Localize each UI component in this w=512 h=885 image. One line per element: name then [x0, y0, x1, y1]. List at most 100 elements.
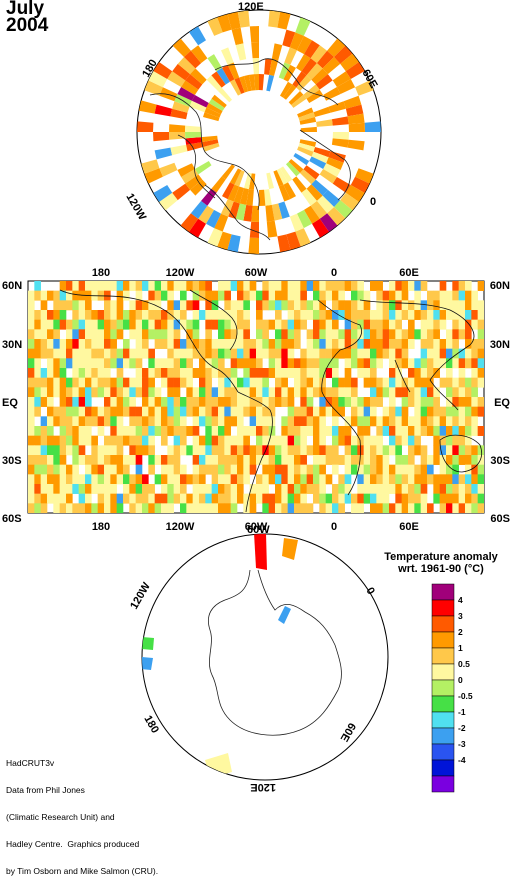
anomaly-cell	[427, 358, 434, 369]
anomaly-cell	[142, 377, 149, 388]
legend-tick-label: 0	[458, 675, 463, 685]
anomaly-cell	[420, 281, 428, 291]
anomaly-cell	[280, 166, 293, 183]
anomaly-cell	[170, 144, 188, 156]
anomaly-cell	[154, 416, 162, 427]
anomaly-cell	[357, 368, 364, 378]
anomaly-cell	[66, 445, 73, 456]
anomaly-cell	[205, 397, 212, 407]
anomaly-cell	[300, 445, 307, 456]
anomaly-cell	[167, 358, 174, 369]
anomaly-cell	[211, 300, 219, 311]
anomaly-cell	[465, 310, 472, 320]
anomaly-cell	[192, 484, 200, 494]
anomaly-cell	[351, 290, 358, 301]
anomaly-cell	[268, 300, 276, 311]
anomaly-cell	[256, 445, 263, 456]
anomaly-cell	[201, 139, 219, 147]
anomaly-cell	[306, 368, 314, 378]
anomaly-cell	[477, 300, 484, 311]
anomaly-cell	[313, 329, 320, 340]
anomaly-cell	[363, 406, 371, 417]
anomaly-cell	[116, 474, 124, 485]
anomaly-cell	[154, 493, 162, 504]
anomaly-cell	[129, 377, 136, 388]
anomaly-cell	[408, 464, 415, 475]
anomaly-cell	[72, 377, 79, 388]
anomaly-cell	[116, 493, 124, 504]
anomaly-cell	[389, 358, 396, 369]
anomaly-cell	[243, 435, 250, 446]
anomaly-cell	[408, 377, 415, 388]
anomaly-cell	[345, 62, 365, 79]
anomaly-cell	[110, 397, 117, 407]
anomaly-cell	[218, 329, 225, 340]
anomaly-cell	[116, 416, 124, 427]
anomaly-cell	[97, 484, 105, 494]
anomaly-cell	[85, 368, 92, 378]
anomaly-cell	[452, 290, 459, 301]
anomaly-cell	[382, 474, 390, 485]
anomaly-cell	[135, 319, 143, 330]
anomaly-cell	[249, 339, 257, 349]
anomaly-cell	[465, 281, 472, 291]
anomaly-cell	[40, 310, 48, 320]
anomaly-cell	[300, 387, 307, 398]
anomaly-cell	[148, 310, 155, 320]
anomaly-cell	[148, 358, 155, 369]
anomaly-cell	[104, 406, 111, 417]
anomaly-cell	[138, 100, 157, 114]
anomaly-cell	[306, 358, 314, 369]
anomaly-cell	[427, 329, 434, 340]
anomaly-cell	[78, 290, 86, 301]
anomaly-cell	[452, 339, 459, 349]
anomaly-cell	[268, 10, 281, 28]
anomaly-cell	[313, 377, 320, 388]
anomaly-cell	[427, 474, 434, 485]
anomaly-cell	[439, 300, 447, 311]
anomaly-cell	[180, 377, 187, 388]
anomaly-cell	[205, 300, 212, 311]
anomaly-cell	[427, 368, 434, 378]
anomaly-cell	[389, 503, 396, 513]
anomaly-cell	[135, 310, 143, 320]
anomaly-cell	[414, 426, 421, 436]
anomaly-cell	[227, 234, 241, 253]
anomaly-cell	[439, 484, 447, 494]
anomaly-cell	[104, 493, 111, 504]
anomaly-cell	[382, 464, 390, 475]
legend-color-box	[431, 663, 455, 681]
anomaly-cell	[40, 435, 48, 446]
anomaly-cell	[471, 503, 478, 513]
anomaly-cell	[294, 387, 301, 398]
anomaly-cell	[192, 339, 200, 349]
anomaly-cell	[262, 290, 269, 301]
anomaly-cell	[205, 310, 212, 320]
anomaly-cell	[72, 484, 79, 494]
anomaly-cell	[332, 416, 339, 427]
anomaly-cell	[34, 397, 41, 407]
anomaly-cell	[66, 435, 73, 446]
anomaly-cell	[338, 300, 345, 311]
anomaly-cell	[116, 290, 124, 301]
anomaly-cell	[264, 58, 272, 75]
anomaly-cell	[161, 474, 168, 485]
anomaly-cell	[222, 64, 235, 82]
anomaly-cell	[167, 71, 186, 87]
anomaly-cell	[72, 435, 79, 446]
anomaly-cell	[72, 445, 79, 456]
anomaly-cell	[167, 445, 174, 456]
anomaly-cell	[205, 445, 212, 456]
anomaly-cell	[465, 397, 472, 407]
anomaly-cell	[268, 435, 276, 446]
anomaly-cell	[180, 348, 187, 359]
anomaly-cell	[287, 406, 295, 417]
anomaly-cell	[382, 290, 390, 301]
anomaly-cell	[78, 281, 86, 291]
anomaly-cell	[227, 11, 241, 30]
anomaly-cell	[344, 387, 352, 398]
anomaly-cell	[180, 416, 187, 427]
anomaly-cell	[376, 348, 383, 359]
anomaly-cell	[231, 27, 244, 46]
anomaly-cell	[161, 329, 168, 340]
